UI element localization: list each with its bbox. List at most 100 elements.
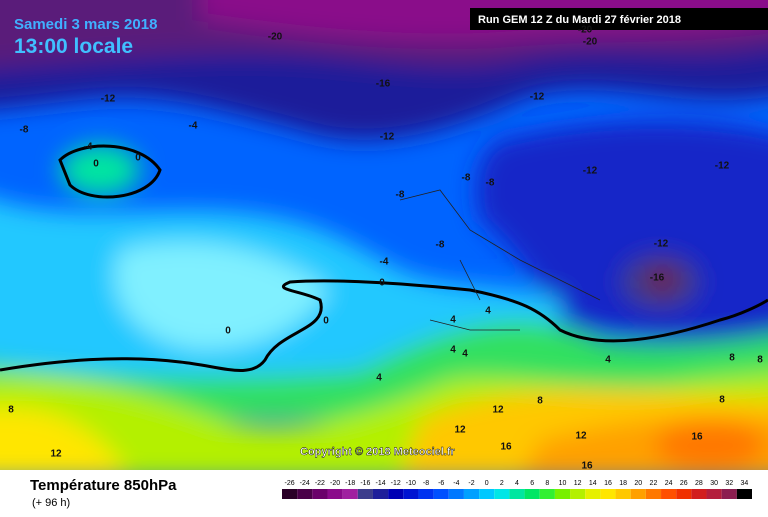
colorbar-label: 22 [650,480,658,487]
colorbar-cell [706,489,722,499]
colorbar-cell [357,489,373,499]
contour-label: 8 [729,353,735,364]
colorbar-cell [297,489,313,499]
colorbar-cell [372,489,389,499]
colorbar-cell [585,489,601,499]
colorbar-cell [433,489,449,499]
run-info: Run GEM 12 Z du Mardi 27 février 2018 [478,14,681,26]
colorbar-label: 30 [710,480,718,487]
colorbar-label: 26 [680,480,688,487]
colorbar-label: 20 [634,480,642,487]
contour-label: -12 [101,94,116,105]
colorbar-cell [494,489,510,499]
colorbar-cell [736,489,752,499]
contour-label: -16 [376,79,391,90]
colorbar-cell [600,489,616,499]
colorbar-cell [676,489,692,499]
contour-label: 0 [135,153,141,164]
contour-label: 8 [719,395,725,406]
colorbar-cell [312,489,328,499]
colorbar-label: 4 [515,480,519,487]
lead-time: (+ 96 h) [32,497,70,509]
contour-label: -8 [20,125,29,136]
colorbar-label: -26 [285,480,295,487]
colorbar-cell [524,489,540,499]
colorbar-label: -24 [300,480,310,487]
colorbar-label: 12 [574,480,582,487]
contour-label: -12 [380,132,395,143]
contour-label: -8 [462,173,471,184]
contour-label: 0 [379,278,385,289]
contour-label: 16 [500,442,512,453]
map-time: 13:00 locale [14,35,133,58]
run-box [470,8,768,30]
contour-label: -8 [486,178,495,189]
colorbar-label: 10 [559,480,567,487]
colorbar-cell [630,489,646,499]
colorbar-cell [403,489,419,499]
colorbar-label: 8 [545,480,549,487]
temperature-field [0,0,768,470]
colorbar-cell [327,489,343,499]
colorbar-label: -20 [330,480,340,487]
colorbar-label: -8 [423,480,429,487]
colorbar-label: -2 [468,480,474,487]
colorbar-cell [661,489,677,499]
contour-label: -4 [189,121,198,132]
contour-label: -4 [84,142,93,153]
contour-label: -12 [583,166,598,177]
colorbar-label: -22 [315,480,325,487]
colorbar-label: 18 [619,480,627,487]
colorbar-cell [448,489,464,499]
contour-label: 4 [485,306,491,317]
colorbar-label: -10 [406,480,416,487]
colorbar-label: 16 [604,480,612,487]
contour-label: 4 [450,315,456,326]
contour-label: 4 [376,373,382,384]
contour-label: 4 [450,345,456,356]
contour-label: 12 [575,431,587,442]
colorbar-cell [282,489,298,499]
contour-label: 4 [462,349,468,360]
contour-label: 8 [8,405,14,416]
colorbar-label: -12 [391,480,401,487]
contour-label: -16 [650,273,665,284]
contour-label: -12 [715,161,730,172]
contour-label: -20 [578,25,593,36]
contour-label: 12 [50,449,62,460]
variable-title: Température 850hPa [30,477,177,494]
contour-label: 12 [454,425,466,436]
colorbar-label: 2 [500,480,504,487]
contour-label: 16 [691,432,703,443]
colorbar-label: 14 [589,480,597,487]
colorbar-cell [342,489,358,499]
colorbar-label: -6 [438,480,444,487]
copyright: Copyright © 2018 Meteociel.fr [300,446,456,458]
colorbar-label: 28 [695,480,703,487]
colorbar-cell [479,489,495,499]
colorbar-cell [463,489,480,499]
colorbar-cell [554,489,571,499]
contour-label: 8 [757,355,763,366]
colorbar-label: 0 [485,480,489,487]
contour-label: 0 [323,316,329,327]
colorbar-cell [539,489,555,499]
colorbar-label: -14 [375,480,385,487]
contour-label: -8 [436,240,445,251]
contour-label: 0 [225,326,231,337]
contour-label: 12 [492,405,504,416]
colorbar-label: 24 [665,480,673,487]
colorbar-cell [570,489,586,499]
colorbar-cell [691,489,707,499]
contour-label: -20 [268,32,283,43]
contour-label: -12 [530,92,545,103]
colorbar-label: 32 [725,480,733,487]
colorbar-cell [509,489,525,499]
contour-label: 8 [537,396,543,407]
colorbar-cell [418,489,434,499]
contour-label: 0 [93,159,99,170]
colorbar-label: -18 [345,480,355,487]
map-date: Samedi 3 mars 2018 [14,16,157,33]
